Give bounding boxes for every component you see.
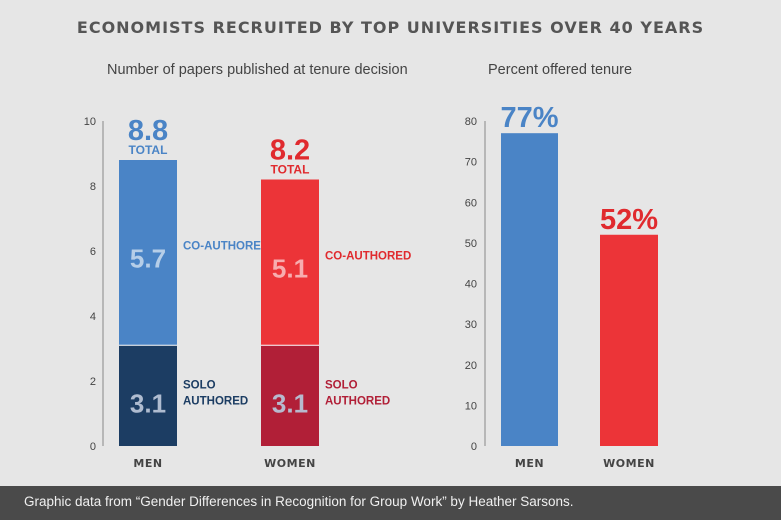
total-value-label: 8.2: [270, 135, 310, 167]
left-y-tick-label: 10: [84, 116, 96, 128]
footer-bar: Graphic data from “Gender Differences in…: [0, 486, 781, 520]
solo-annotation-line1: SOLO: [325, 380, 358, 392]
solo-value-label: 3.1: [272, 389, 308, 419]
bar-solo-men: [119, 345, 177, 446]
right-y-tick-label: 50: [465, 238, 477, 250]
coauthored-value-label: 5.1: [272, 253, 308, 283]
bar-coauthored-women: [261, 179, 319, 346]
right-category-label-men: MEN: [515, 457, 544, 470]
tenure-value-label: 52%: [600, 204, 658, 236]
left-y-tick-label: 4: [90, 311, 96, 323]
right-y-tick-label: 10: [465, 400, 477, 412]
right-y-tick-label: 20: [465, 360, 477, 372]
right-y-tick-label: 80: [465, 116, 477, 128]
coauthored-annotation: CO-AUTHORED: [183, 241, 269, 253]
coauthored-annotation: CO-AUTHORED: [325, 250, 411, 262]
solo-value-label: 3.1: [130, 389, 166, 419]
footer-source-text: Graphic data from “Gender Differences in…: [24, 494, 574, 509]
bar-tenure-men: [501, 133, 558, 446]
left-y-tick-label: 6: [90, 246, 96, 258]
bar-tenure-women: [600, 234, 658, 446]
solo-annotation-line2: AUTHORED: [183, 396, 248, 408]
right-y-tick-label: 60: [465, 197, 477, 209]
bar-solo-women: [261, 345, 319, 446]
left-chart-subtitle: Number of papers published at tenure dec…: [107, 62, 408, 78]
coauthored-value-label: 5.7: [130, 244, 166, 274]
solo-annotation-line1: SOLO: [183, 380, 216, 392]
right-y-tick-label: 70: [465, 157, 477, 169]
total-caption: TOTAL: [271, 163, 310, 177]
right-y-tick-label: 40: [465, 279, 477, 291]
right-chart-subtitle: Percent offered tenure: [488, 62, 633, 78]
total-value-label: 8.8: [128, 115, 168, 147]
right-y-tick-label: 0: [471, 441, 477, 453]
total-caption: TOTAL: [129, 143, 168, 157]
left-category-label-men: MEN: [133, 457, 162, 470]
right-y-tick-label: 30: [465, 319, 477, 331]
chart-title: ECONOMISTS RECRUITED BY TOP UNIVERSITIES…: [76, 18, 705, 37]
bar-coauthored-men: [119, 160, 177, 346]
tenure-value-label: 77%: [500, 102, 558, 134]
left-y-tick-label: 0: [90, 441, 96, 453]
left-y-tick-label: 2: [90, 376, 96, 388]
charts-canvas: 02468103.15.78.8TOTALCO-AUTHOREDSOLOAUTH…: [84, 102, 658, 470]
left-y-tick-label: 8: [90, 181, 96, 193]
right-category-label-women: WOMEN: [603, 457, 655, 470]
left-category-label-women: WOMEN: [264, 457, 316, 470]
solo-annotation-line2: AUTHORED: [325, 396, 390, 408]
